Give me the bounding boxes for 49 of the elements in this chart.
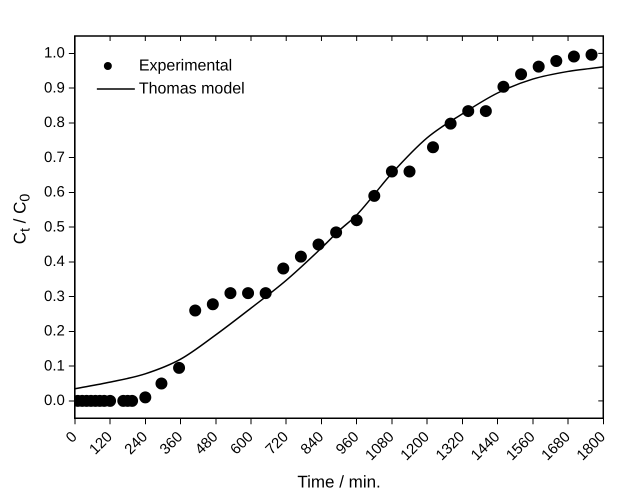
y-tick-label: 0.3 — [44, 288, 65, 305]
legend-label: Experimental — [138, 57, 232, 74]
point — [294, 250, 307, 263]
point — [497, 80, 510, 93]
y-tick-label: 0.6 — [44, 184, 65, 201]
point — [277, 262, 290, 274]
point — [189, 304, 202, 317]
point — [480, 105, 492, 118]
point — [139, 391, 152, 404]
point — [173, 362, 186, 374]
x-tick-label: 720 — [262, 428, 292, 458]
x-axis-title: Time / min. — [297, 472, 381, 492]
y-tick-label: 0.4 — [44, 253, 65, 270]
point — [224, 287, 236, 300]
y-tick-label: 0.9 — [44, 79, 65, 96]
point — [260, 287, 272, 300]
x-tick-label: 120 — [86, 428, 116, 458]
point — [586, 48, 598, 61]
x-tick-label: 480 — [192, 428, 222, 458]
point — [427, 141, 440, 154]
y-tick-label: 0.2 — [44, 322, 65, 340]
x-tick-label: 600 — [227, 428, 257, 458]
point — [386, 166, 398, 178]
point — [550, 55, 562, 68]
point — [568, 50, 580, 63]
point — [330, 226, 342, 238]
point — [444, 118, 457, 130]
legend-label: Thomas model — [138, 80, 245, 98]
point — [404, 166, 416, 178]
point — [368, 190, 380, 202]
x-tick-label: 840 — [297, 428, 328, 458]
x-tick-label: 0 — [62, 428, 81, 446]
y-tick-label: 0.0 — [44, 392, 65, 410]
y-tick-label: 0.5 — [44, 218, 65, 236]
point — [155, 378, 168, 390]
y-tick-label: 0.8 — [44, 114, 65, 132]
point — [242, 287, 254, 300]
point — [532, 60, 545, 73]
point — [350, 214, 363, 226]
x-tick-label: 960 — [332, 428, 362, 458]
point — [206, 298, 219, 310]
point — [515, 68, 528, 80]
x-tick-label: 240 — [121, 428, 152, 458]
x-tick-label: 360 — [156, 428, 186, 458]
y-tick-label: 0.1 — [44, 357, 65, 374]
point — [312, 238, 325, 251]
y-tick-label: 0.7 — [44, 148, 65, 166]
y-tick-label: 1.0 — [44, 44, 65, 62]
point — [462, 105, 474, 118]
